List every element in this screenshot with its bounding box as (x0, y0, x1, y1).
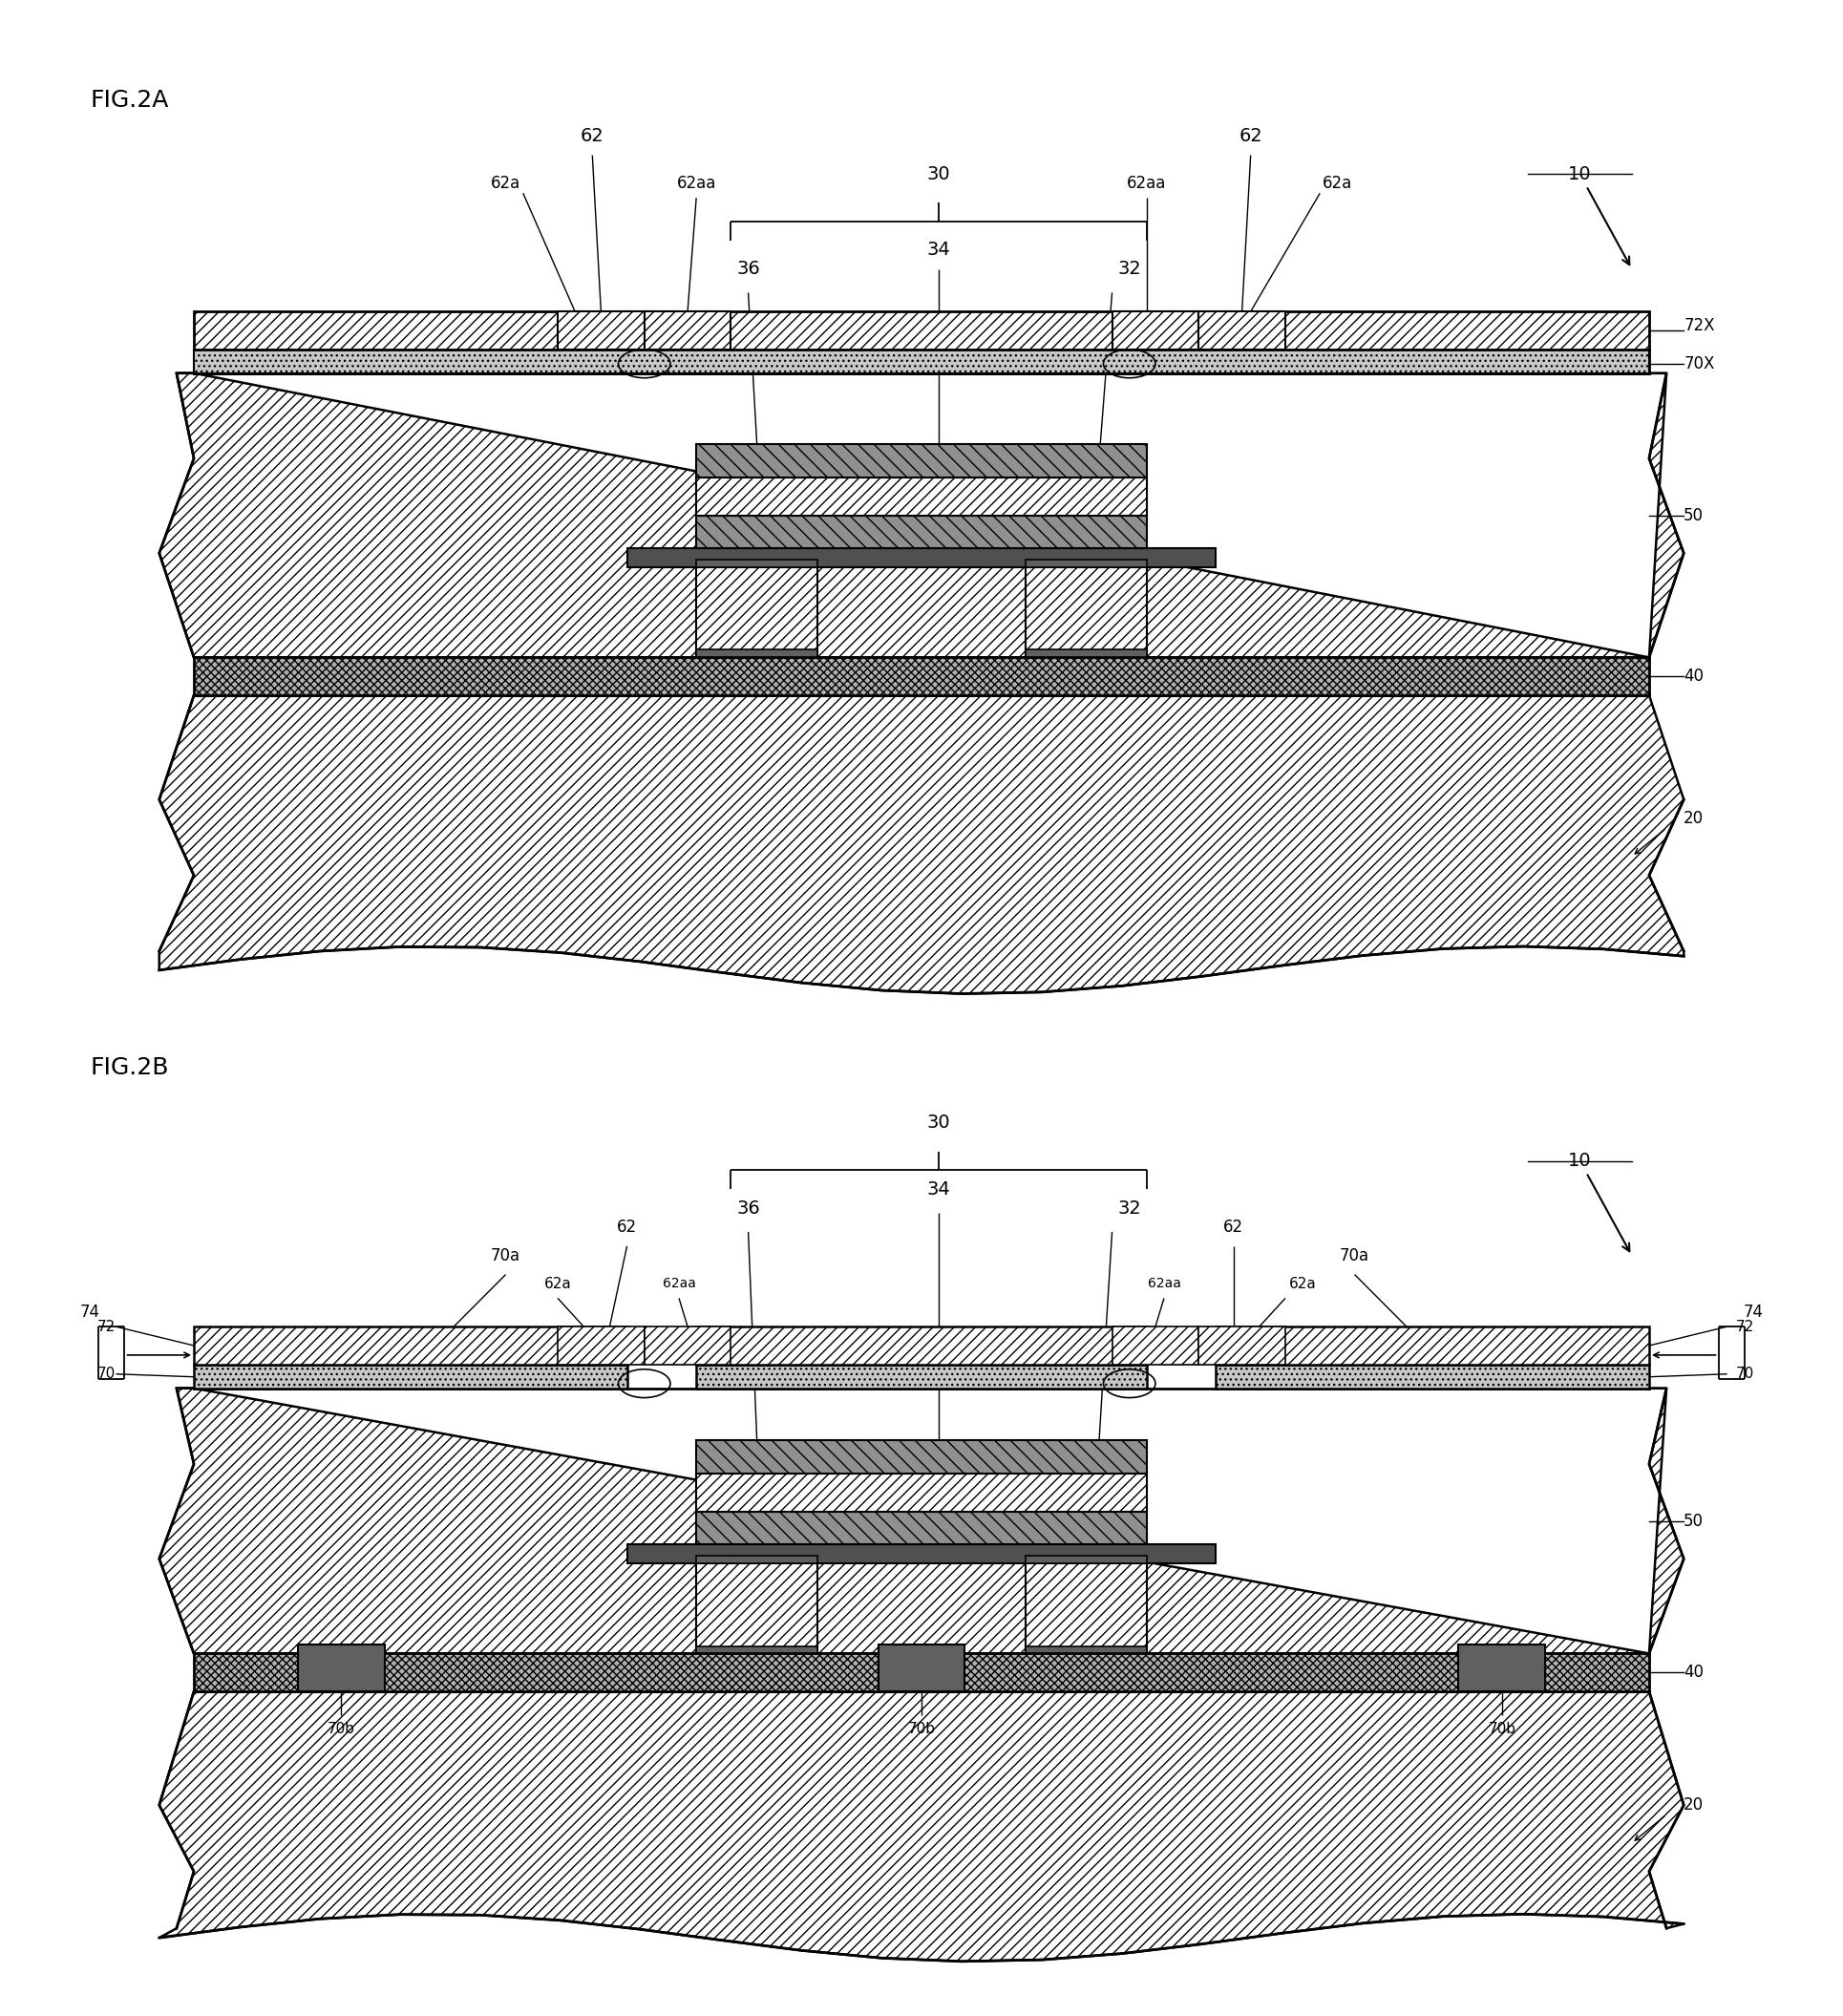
Bar (1216, 1365, 1649, 1389)
Text: 30: 30 (927, 1113, 951, 1133)
Bar (697, 1439, 1146, 1474)
Bar (1198, 1327, 1285, 1365)
Text: 50: 50 (1685, 1512, 1703, 1530)
Text: 70a: 70a (490, 1248, 520, 1264)
Text: 70b: 70b (907, 1722, 936, 1736)
Bar (1111, 312, 1198, 349)
Polygon shape (158, 696, 1685, 994)
Text: 72: 72 (98, 1318, 116, 1335)
Text: 62a: 62a (1288, 1276, 1316, 1290)
Bar (697, 1365, 1146, 1389)
Bar (645, 1327, 732, 1365)
Text: 34: 34 (927, 1179, 951, 1198)
Bar (1216, 1327, 1649, 1365)
Text: 30: 30 (927, 165, 951, 183)
Bar (697, 444, 1146, 478)
Bar (697, 1327, 1146, 1365)
Text: 62aa: 62aa (662, 1278, 695, 1290)
Bar (1025, 560, 1146, 566)
Text: 40: 40 (1685, 667, 1703, 685)
Text: 10: 10 (1568, 1151, 1629, 1252)
Bar (1025, 1558, 1146, 1653)
Bar (194, 1653, 1649, 1691)
Text: 62: 62 (1238, 127, 1262, 145)
Text: 62: 62 (1224, 1218, 1244, 1236)
Bar (558, 1327, 645, 1365)
Bar (1025, 1556, 1146, 1564)
Bar (877, 1645, 966, 1691)
Bar (558, 312, 645, 349)
Text: 72: 72 (1736, 1318, 1755, 1335)
Bar (697, 1512, 1146, 1544)
Bar (194, 1327, 627, 1365)
Bar (697, 1558, 818, 1653)
Bar (1025, 649, 1146, 657)
Text: 20: 20 (1685, 1796, 1705, 1814)
Bar (1025, 1645, 1146, 1653)
Bar (1111, 1327, 1198, 1365)
Text: 32: 32 (1117, 1200, 1141, 1218)
Text: 70b: 70b (328, 1722, 356, 1736)
Bar (697, 560, 818, 566)
Bar (194, 657, 1649, 696)
Text: 70: 70 (1736, 1367, 1755, 1381)
Text: 62aa: 62aa (1148, 1278, 1181, 1290)
Text: 62aa: 62aa (1126, 175, 1167, 192)
Bar (627, 1544, 1216, 1564)
Bar (299, 1645, 385, 1691)
Bar (194, 312, 1649, 349)
Text: FIG.2B: FIG.2B (90, 1056, 170, 1079)
Bar (697, 1556, 818, 1564)
Bar (645, 312, 732, 349)
Bar (697, 478, 1146, 516)
Bar (1025, 562, 1146, 657)
Text: 34: 34 (927, 240, 951, 260)
Text: 70X: 70X (1685, 355, 1714, 373)
Text: 50: 50 (1685, 506, 1703, 524)
Text: 62: 62 (617, 1218, 638, 1236)
Bar (627, 548, 1216, 566)
Text: 40: 40 (1685, 1663, 1703, 1681)
Text: 32: 32 (1117, 260, 1141, 278)
Text: 62a: 62a (544, 1276, 571, 1290)
Bar (194, 349, 1649, 373)
Text: 62a: 62a (490, 175, 520, 192)
Bar (697, 1474, 1146, 1512)
Text: 62a: 62a (1323, 175, 1353, 192)
Text: 20: 20 (1685, 810, 1705, 827)
Bar (1198, 312, 1285, 349)
Bar (194, 349, 1649, 373)
Text: 36: 36 (737, 1200, 759, 1218)
Text: 70: 70 (98, 1367, 116, 1381)
Text: FIG.2A: FIG.2A (90, 89, 168, 111)
Polygon shape (158, 373, 1685, 657)
Bar (697, 562, 818, 657)
Text: 72X: 72X (1685, 317, 1714, 335)
Bar (194, 1365, 627, 1389)
Bar (1458, 1645, 1544, 1691)
Polygon shape (158, 1691, 1685, 1962)
Text: 36: 36 (737, 260, 759, 278)
Text: 62aa: 62aa (676, 175, 717, 192)
Text: 62: 62 (581, 127, 605, 145)
Polygon shape (158, 1389, 1685, 1653)
Text: 70b: 70b (1487, 1722, 1515, 1736)
Bar (697, 649, 818, 657)
Text: 10: 10 (1568, 165, 1629, 264)
Text: 70a: 70a (1340, 1248, 1369, 1264)
Bar (697, 516, 1146, 548)
Bar (697, 1645, 818, 1653)
Text: 74: 74 (79, 1304, 100, 1320)
Text: 74: 74 (1743, 1304, 1764, 1320)
